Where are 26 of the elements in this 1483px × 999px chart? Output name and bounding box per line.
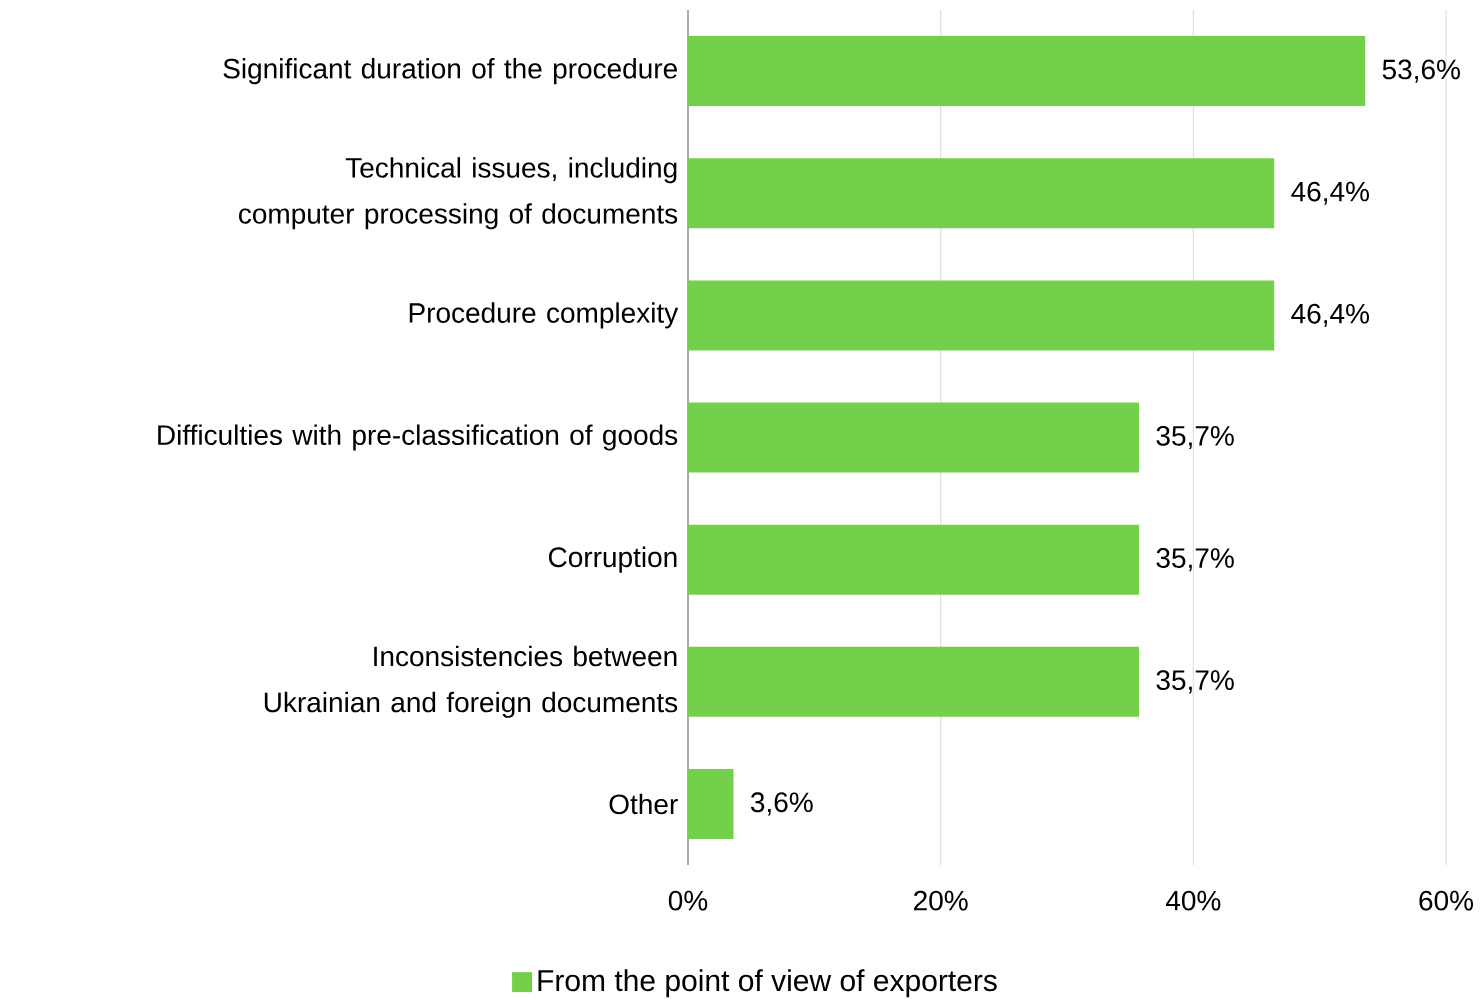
bar [688, 402, 1140, 473]
data-label: 35,7% [1156, 548, 1234, 572]
data-label: 53,6% [1382, 59, 1460, 83]
y-tick-label: Inconsistencies between Ukrainian and foreign documents [264, 645, 678, 718]
bar [688, 36, 1366, 107]
bar [688, 524, 1140, 595]
bar [688, 158, 1275, 229]
bar [688, 768, 734, 839]
data-label: 35,7% [1156, 425, 1234, 450]
data-label: 46,4% [1291, 303, 1369, 327]
y-tick-label: Procedure complexity [409, 302, 679, 329]
bar [688, 280, 1275, 351]
x-tick-label: 40% [1165, 890, 1221, 911]
data-label: 3,6% [750, 792, 813, 816]
x-tick-label: 20% [914, 890, 968, 911]
y-tick-label: Corruption [548, 546, 677, 573]
x-tick-label: 60% [1419, 890, 1474, 911]
y-tick-label: Technical issues, including computer processing of documents [239, 157, 678, 230]
bar [688, 646, 1140, 717]
x-tick-label: 0% [668, 890, 708, 911]
y-tick-label: Other [609, 793, 678, 815]
y-tick-label: Significant duration of the procedure [223, 58, 677, 85]
data-label: 35,7% [1156, 670, 1234, 694]
y-tick-label: Difficulties with pre-classification of goods [158, 424, 678, 451]
data-label: 46,4% [1291, 181, 1369, 205]
legend-label: From the point of view of exporters [538, 969, 997, 998]
